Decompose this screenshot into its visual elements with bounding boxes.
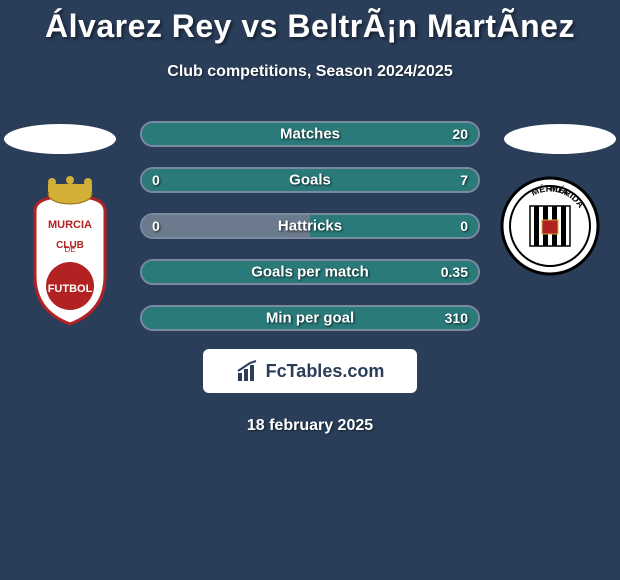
stat-bars-container: Matches 20 Goals 0 7 Hattricks 0 0 Goals per mat… — [140, 121, 480, 331]
stat-row: Hattricks 0 0 — [140, 213, 480, 239]
stat-label: Matches — [280, 126, 340, 143]
stats-section: Matches 20 Goals 0 7 Hattricks 0 0 Goals per mat… — [0, 121, 620, 435]
stat-label: Goals per match — [251, 264, 369, 281]
stat-label: Hattricks — [278, 218, 342, 235]
stat-value-left: 0 — [152, 218, 160, 234]
stat-value-right: 0 — [460, 218, 468, 234]
stat-value-left: 0 — [152, 172, 160, 188]
stat-row: Goals per match 0.35 — [140, 259, 480, 285]
stat-row: Matches 20 — [140, 121, 480, 147]
brand-text: FcTables.com — [266, 361, 385, 382]
bar-chart-icon — [236, 359, 260, 383]
stat-value-right: 20 — [452, 126, 468, 142]
page-subtitle: Club competitions, Season 2024/2025 — [0, 63, 620, 81]
brand-box[interactable]: FcTables.com — [203, 349, 417, 393]
stat-row: Goals 0 7 — [140, 167, 480, 193]
stat-value-right: 7 — [460, 172, 468, 188]
stat-row: Min per goal 310 — [140, 305, 480, 331]
date-text: 18 february 2025 — [0, 417, 620, 435]
page-title: Álvarez Rey vs BeltrÃ¡n MartÃ­nez — [0, 0, 620, 45]
stat-value-right: 310 — [445, 310, 468, 326]
stat-value-right: 0.35 — [441, 264, 468, 280]
stat-label: Min per goal — [266, 310, 354, 327]
stat-label: Goals — [289, 172, 331, 189]
